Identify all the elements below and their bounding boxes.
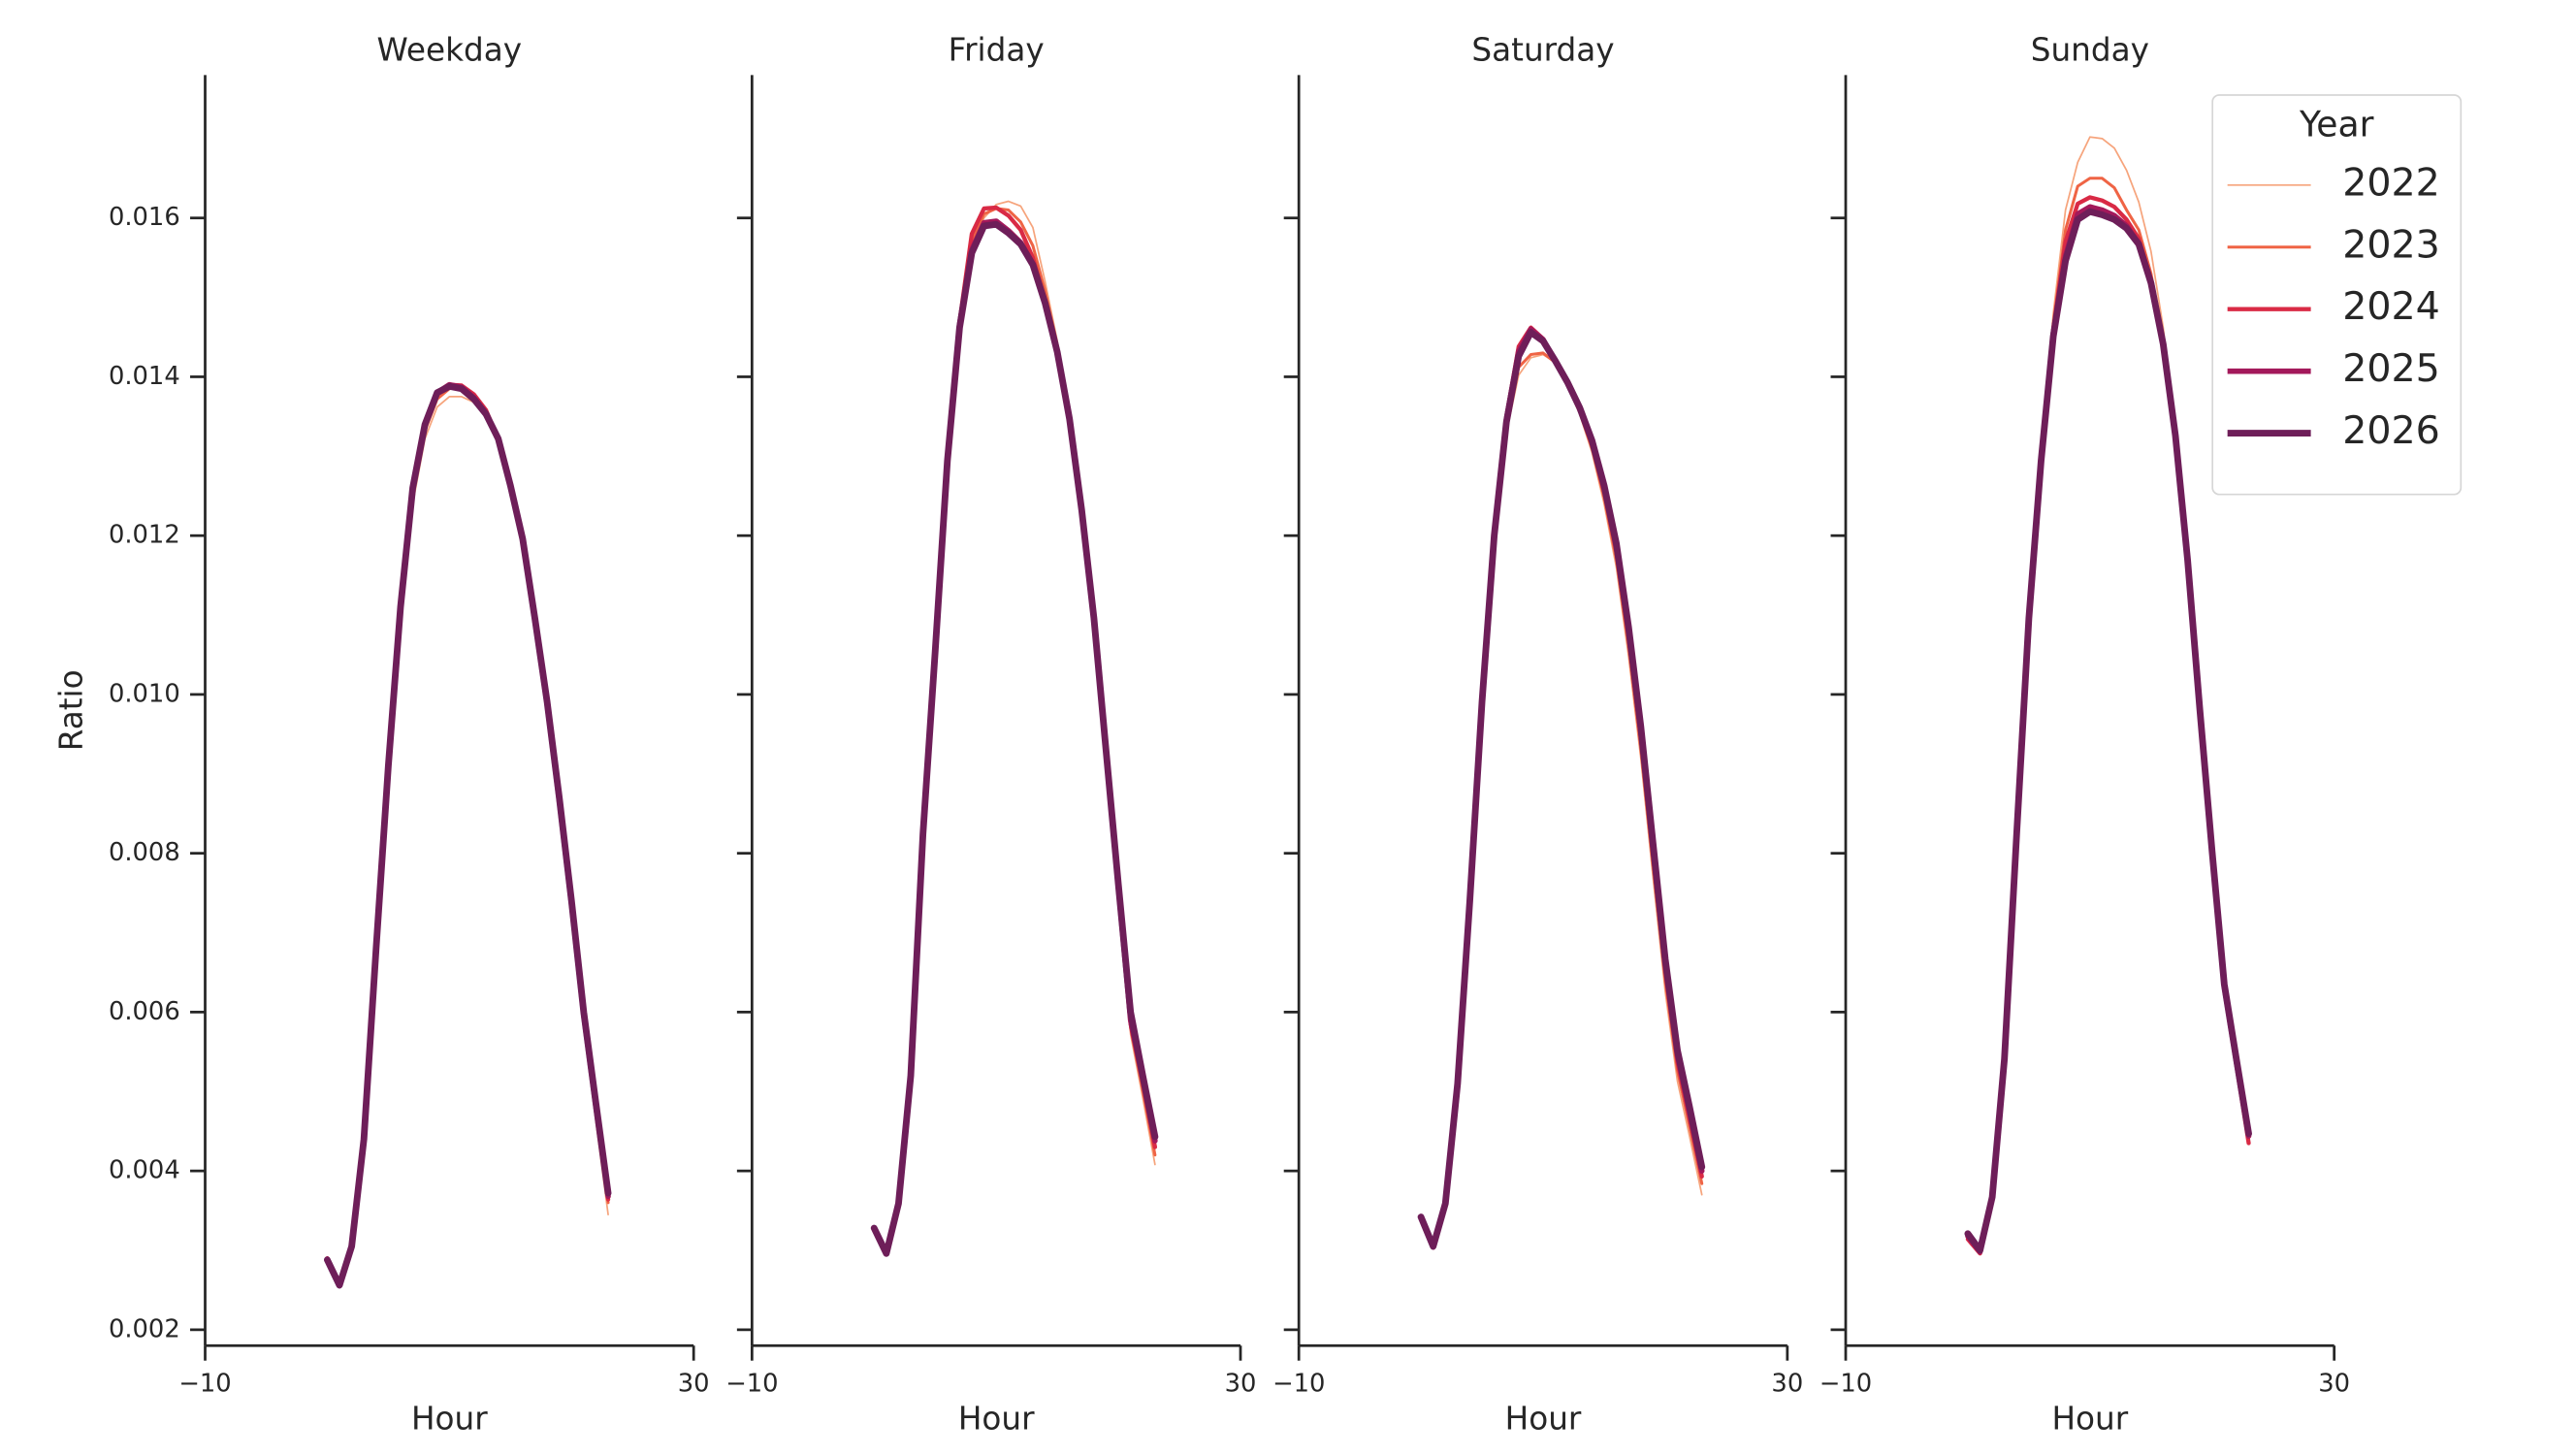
series-line [1417,329,1706,1250]
x-tick-label: 30 [1225,1369,1257,1398]
x-axis-label: Hour [2052,1401,2129,1438]
x-axis-label: Hour [1505,1401,1582,1438]
series-line [1965,195,2251,1256]
legend-label: 2024 [2342,284,2440,329]
x-tick-label: −10 [1272,1369,1325,1398]
series-line [871,218,1158,1256]
series-line [872,207,1157,1256]
x-tick-label: −10 [178,1369,231,1398]
series-line [1966,177,2251,1254]
legend-box [2211,94,2463,496]
series-line [870,220,1159,1257]
y-tick-label: 0.006 [109,997,180,1026]
legend-label: 2025 [2342,346,2440,391]
x-tick-label: 30 [2318,1369,2350,1398]
legend: Year 2022 2023 2024 2025 2026 [2211,94,2463,496]
y-tick-label: 0.014 [109,362,180,391]
x-tick-label: 30 [678,1369,710,1398]
y-axis-label: Ratio [53,669,90,751]
y-tick-label: 0.004 [109,1156,180,1185]
series-line [1420,353,1703,1250]
series-line [323,382,612,1289]
x-axis-label: Hour [958,1401,1035,1438]
x-tick-label: −10 [1819,1369,1872,1398]
series-line [1418,326,1705,1250]
legend-label: 2026 [2342,408,2440,453]
panel-title: Sunday [2031,31,2149,68]
panel-title: Friday [949,31,1045,68]
series-line [873,200,1156,1256]
y-tick-label: 0.012 [109,521,180,550]
x-tick-label: −10 [725,1369,778,1398]
series-line [1418,325,1704,1249]
series-line [1964,208,2252,1254]
x-axis-label: Hour [411,1401,488,1438]
legend-label: 2022 [2342,160,2440,205]
legend-label: 2023 [2342,222,2440,267]
x-tick-label: 30 [1771,1369,1803,1398]
panel-title: Saturday [1471,31,1614,68]
series-line [1967,136,2250,1253]
series-line [872,205,1158,1256]
y-tick-label: 0.010 [109,679,180,708]
series-line [1965,204,2252,1255]
series-line [1419,351,1704,1250]
y-tick-label: 0.008 [109,838,180,867]
y-tick-label: 0.016 [109,203,180,232]
legend-title: Year [2299,105,2374,146]
panel-title: Weekday [377,31,523,68]
y-tick-label: 0.002 [109,1314,180,1343]
